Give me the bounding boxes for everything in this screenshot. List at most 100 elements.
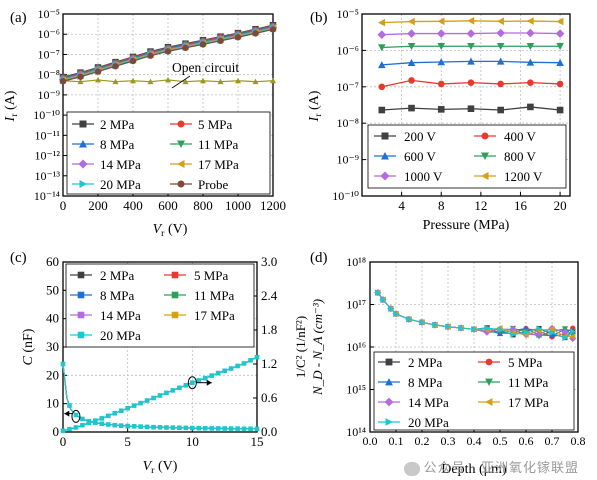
d-legend-marker [385, 418, 393, 426]
a-ylabel-main: I [3, 115, 18, 122]
c-inverse-point [222, 368, 227, 374]
d-xtick-label: 0.6 [519, 434, 534, 448]
c-ytick-label: 10 [46, 396, 59, 411]
a-legend-marker [177, 160, 185, 168]
d-legend-marker [485, 358, 493, 366]
c-xtick-label: 0 [60, 434, 67, 449]
c-capacitance-point [190, 425, 195, 431]
d-series-point [562, 334, 569, 342]
a-legend-label: 11 MPa [198, 137, 239, 152]
b-series-point [467, 57, 475, 65]
c-inverse-point [73, 425, 79, 430]
c-capacitance-point [99, 421, 105, 427]
a-series-point [129, 57, 137, 65]
b-series-point [467, 42, 475, 51]
c-inverse-point [99, 416, 105, 421]
c-capacitance-point [164, 425, 169, 430]
b-ytick-label: 10⁻⁷ [336, 80, 359, 94]
a-legend-label: 14 MPa [100, 157, 141, 172]
c-inverse-point [196, 378, 202, 383]
c-capacitance-point [222, 426, 227, 431]
b-xtick-label: 4 [398, 198, 405, 213]
a-legend-label: 8 MPa [100, 137, 135, 152]
a-ylabel: Ir (A) [3, 90, 20, 122]
b-xtick-label: 12 [474, 198, 487, 213]
a-series-point [94, 68, 102, 75]
a-series-point [59, 78, 67, 85]
c-ytick-label: 30 [46, 339, 59, 354]
d-legend-label: 8 MPa [408, 375, 443, 390]
a-series-point [77, 73, 84, 80]
b-series-point [408, 104, 415, 112]
d-series-point [375, 289, 381, 296]
b-series-point [556, 42, 564, 51]
c-inverse-point [190, 380, 195, 385]
b-legend-label: 800 V [504, 149, 537, 164]
b-series-point [377, 30, 387, 39]
d-legend-marker [385, 378, 393, 386]
c-y2tick-label: 0.6 [261, 390, 278, 405]
a-open-circuit-point [270, 77, 276, 84]
b-series-point [527, 79, 534, 86]
b-series-point [526, 58, 535, 66]
a-legend-label: 20 MPa [100, 177, 141, 192]
a-xlabel: Vr (V) [153, 222, 188, 239]
a-ylabel-group: Ir (A) [3, 90, 20, 122]
b-legend-marker [481, 132, 489, 140]
c-capacitance-point [138, 424, 143, 429]
c-xlabel-sub: r [151, 465, 155, 476]
watermark: 公众号 · 亚洲氧化镓联盟 [403, 457, 579, 476]
d-series-point [509, 325, 517, 334]
d-series-point [458, 324, 465, 332]
c-legend-label: 8 MPa [100, 288, 135, 303]
b-series-point [407, 42, 416, 51]
c-legend-marker [171, 291, 179, 299]
c-legend-marker [77, 291, 85, 299]
d-xtick-label: 0.0 [363, 434, 378, 448]
c-ytick-label: 0 [53, 424, 60, 439]
b-series-point [496, 17, 504, 26]
b-legend-label: 1200 V [504, 169, 543, 184]
c-capacitance-point [241, 426, 247, 432]
b-legend-marker [381, 152, 389, 160]
d-legend-marker [485, 378, 493, 386]
a-ytick-label: 10⁻⁶ [37, 27, 60, 41]
a-legend-marker [79, 120, 87, 128]
c-legend-label: 14 MPa [100, 308, 141, 323]
c-legend-marker [77, 271, 85, 279]
c-arrow-right-head [206, 379, 212, 386]
c-inverse-point [67, 426, 72, 432]
b-series-point [378, 44, 386, 52]
c-inverse-point [125, 405, 130, 411]
b-series-point [466, 29, 476, 38]
a-xtick-label: 200 [88, 198, 108, 213]
c-inverse-point [105, 413, 111, 419]
b-series-point [556, 17, 564, 26]
b-series-point [407, 29, 416, 38]
b-ytick-label: 10⁻⁹ [336, 153, 359, 167]
d-legend-label: 14 MPa [408, 395, 449, 410]
d-legend-label: 20 MPa [408, 415, 449, 430]
b-series-point [496, 28, 505, 38]
a-ytick-label: 10⁻¹³ [34, 169, 60, 183]
c-inverse-point [112, 411, 118, 416]
d-series-point [406, 316, 413, 323]
d-series-point [548, 325, 555, 333]
a-series-point [199, 41, 207, 48]
d-ytick-label: 10¹⁷ [346, 298, 366, 312]
d-xtick-label: 0.8 [571, 434, 586, 448]
b-legend-box [367, 124, 567, 189]
d-legend-marker [385, 358, 393, 366]
c-xlabel-unit: (V) [154, 459, 177, 474]
b-series-point [526, 28, 535, 38]
c-ylabel-main: C [21, 355, 36, 365]
a-ytick-label: 10⁻⁸ [37, 68, 60, 82]
a-legend-marker [177, 180, 185, 188]
c-legend-label: 20 MPa [100, 328, 141, 343]
b-series-point [437, 42, 446, 51]
c-inverse-point [118, 408, 124, 414]
a-legend-label: 5 MPa [198, 117, 233, 132]
c-panel-label: (c) [10, 250, 27, 266]
c-inverse-point [138, 400, 143, 406]
b-series-point [408, 77, 415, 84]
